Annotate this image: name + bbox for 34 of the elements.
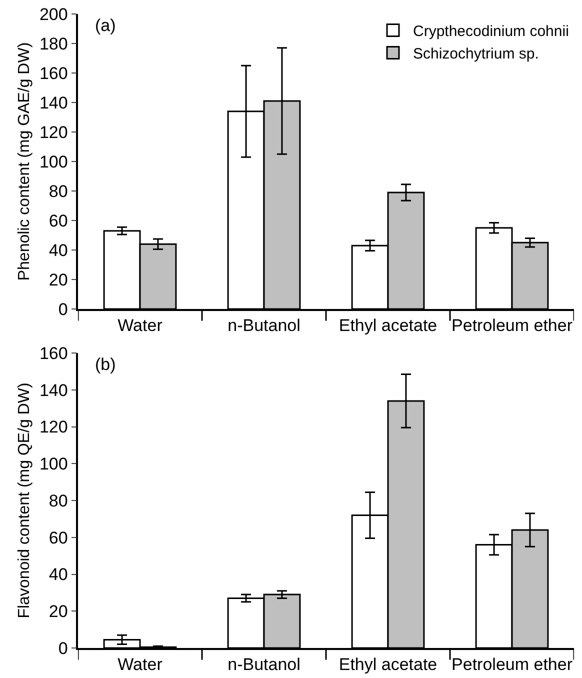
y-axis-title: Flavonoid content (mg QE/g DW) xyxy=(16,382,33,618)
legend-label: Crypthecodinium cohnii xyxy=(413,23,569,40)
legend-label: Schizochytrium sp. xyxy=(413,46,539,63)
x-tick-label: Ethyl acetate xyxy=(338,655,438,674)
y-tick-label: 40 xyxy=(48,240,68,260)
y-axis-title: Phenolic content (mg GAE/g DW) xyxy=(16,42,33,281)
annotation: (b) xyxy=(95,355,116,374)
x-tick-label: n-Butanol xyxy=(228,655,300,674)
x-tick-label: Petroleum ether xyxy=(452,655,573,674)
y-tick-label: 120 xyxy=(39,122,68,142)
y-tick-label: 160 xyxy=(39,344,68,363)
y-tick-label: 180 xyxy=(39,34,68,54)
y-tick-label: 140 xyxy=(39,93,68,112)
y-tick-label: 60 xyxy=(48,528,68,548)
x-tick-label: Water xyxy=(118,655,163,674)
x-tick-label: n-Butanol xyxy=(228,316,300,336)
y-tick-label: 120 xyxy=(39,418,68,437)
x-tick-label: Water xyxy=(118,316,163,336)
x-tick-label: Ethyl acetate xyxy=(338,316,438,336)
y-tick-label: 0 xyxy=(58,638,68,658)
y-tick-label: 100 xyxy=(39,152,68,172)
y-tick-label: 60 xyxy=(48,211,68,230)
y-tick-label: 80 xyxy=(48,182,68,201)
y-tick-label: 160 xyxy=(39,64,68,83)
y-tick-label: 80 xyxy=(48,491,68,510)
y-tick-label: 140 xyxy=(39,380,68,400)
x-tick-label: Petroleum ether xyxy=(452,316,573,336)
y-tick-label: 100 xyxy=(39,454,68,474)
y-tick-label: 20 xyxy=(48,270,68,290)
y-tick-label: 40 xyxy=(48,565,68,584)
y-tick-label: 0 xyxy=(58,300,68,319)
y-tick-label: 20 xyxy=(48,602,68,622)
y-tick-label: 200 xyxy=(39,4,68,24)
annotation: (a) xyxy=(95,16,116,35)
